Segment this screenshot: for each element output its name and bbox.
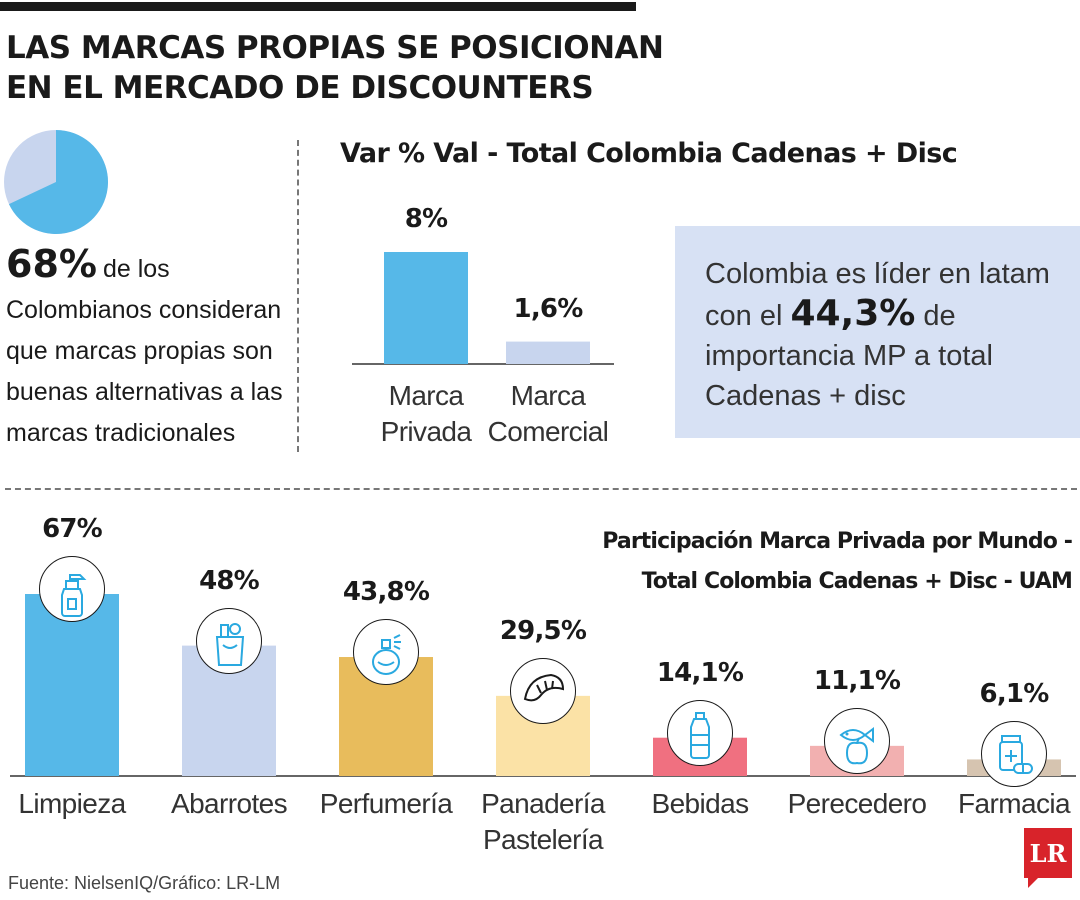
chart1-bar	[384, 252, 468, 364]
chart2-value-label: 67%	[42, 514, 103, 544]
chart1-value-label: 1,6%	[513, 293, 584, 324]
chart2-value-label: 48%	[199, 565, 260, 596]
stat-pie-chart	[4, 130, 108, 234]
water-bottle-icon	[667, 699, 733, 766]
chart2-value-label: 14,1%	[656, 657, 744, 688]
stat-text: de los Colombianos consideran que marcas…	[6, 255, 283, 447]
chart1-value-label: 8%	[404, 204, 448, 234]
callout-highlight: 44,3%	[790, 293, 916, 334]
chart2-bar	[25, 594, 119, 776]
headline-line-2: EN EL MERCADO DE DISCOUNTERS	[6, 70, 594, 106]
chart2-value-label: 11,1%	[813, 665, 901, 696]
stat-percent: 68%	[6, 242, 97, 286]
chart2-category-label: Bebidas	[651, 788, 750, 819]
top-bar	[0, 2, 636, 11]
chart2-title-line-2: Total Colombia Cadenas + Disc - UAM	[641, 569, 1073, 594]
spray-bottle-icon	[39, 556, 105, 622]
stat-block: 68% de los Colombianos consideran que mar…	[6, 244, 286, 454]
chart2-category-label: Perfumería	[319, 788, 453, 819]
chart2-value-label: 43,8%	[342, 577, 430, 608]
vertical-divider	[297, 140, 299, 452]
chart2-category-label: Farmacia	[958, 788, 1070, 819]
grocery-bag-icon	[196, 607, 262, 674]
chart2-title-line-1: Participación Marca Privada por Mundo -	[602, 529, 1073, 554]
source-note: Fuente: NielsenIQ/Gráfico: LR-LM	[8, 873, 281, 893]
chart2-value-label: 6,1%	[979, 679, 1050, 710]
croissant-icon	[510, 657, 576, 724]
chart2-category-label: Panadería Pastelería	[481, 788, 605, 855]
callout-text-after: de importancia MP a total Cadenas + disc	[705, 300, 993, 412]
headline-line-1: LAS MARCAS PROPIAS SE POSICIONAN	[6, 30, 664, 66]
chart1-title: Var % Val - Total Colombia Cadenas + Dis…	[340, 138, 958, 169]
chart2-category-label: Abarrotes	[171, 788, 288, 819]
callout-box: Colombia es líder en latam con el 44,3% …	[675, 226, 1080, 438]
lr-logo: LR	[1024, 828, 1072, 888]
fish-apple-icon	[824, 707, 890, 774]
horizontal-divider	[5, 488, 1077, 490]
chart1-category-label: Marca Privada	[380, 380, 472, 447]
chart1-category-label: Marca Comercial	[487, 380, 609, 447]
headline: LAS MARCAS PROPIAS SE POSICIONAN EN EL M…	[6, 28, 666, 108]
chart2-category-label: Limpieza	[18, 788, 126, 819]
callout-text-before: Colombia es líder en latam con el	[705, 258, 1050, 332]
chart2-value-label: 29,5%	[499, 615, 587, 646]
chart1-bar	[506, 341, 590, 364]
chart2-category-label: Perecedero	[787, 788, 927, 819]
pie-slice-main	[8, 130, 108, 234]
perfume-icon	[353, 619, 419, 686]
chart2-title: Participación Marca Privada por Mundo - …	[572, 522, 1073, 602]
logo-text: LR	[1030, 839, 1068, 868]
medicine-icon	[981, 721, 1047, 788]
